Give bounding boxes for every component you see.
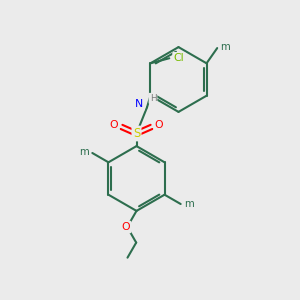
Text: O: O	[110, 120, 118, 130]
Text: N: N	[135, 99, 144, 110]
Text: m: m	[184, 199, 194, 209]
Text: m: m	[79, 146, 89, 157]
Text: Cl: Cl	[174, 53, 184, 63]
Text: m: m	[220, 42, 230, 52]
Text: O: O	[155, 120, 163, 130]
Text: O: O	[122, 222, 130, 232]
Text: H: H	[150, 94, 156, 103]
Text: S: S	[133, 127, 140, 140]
